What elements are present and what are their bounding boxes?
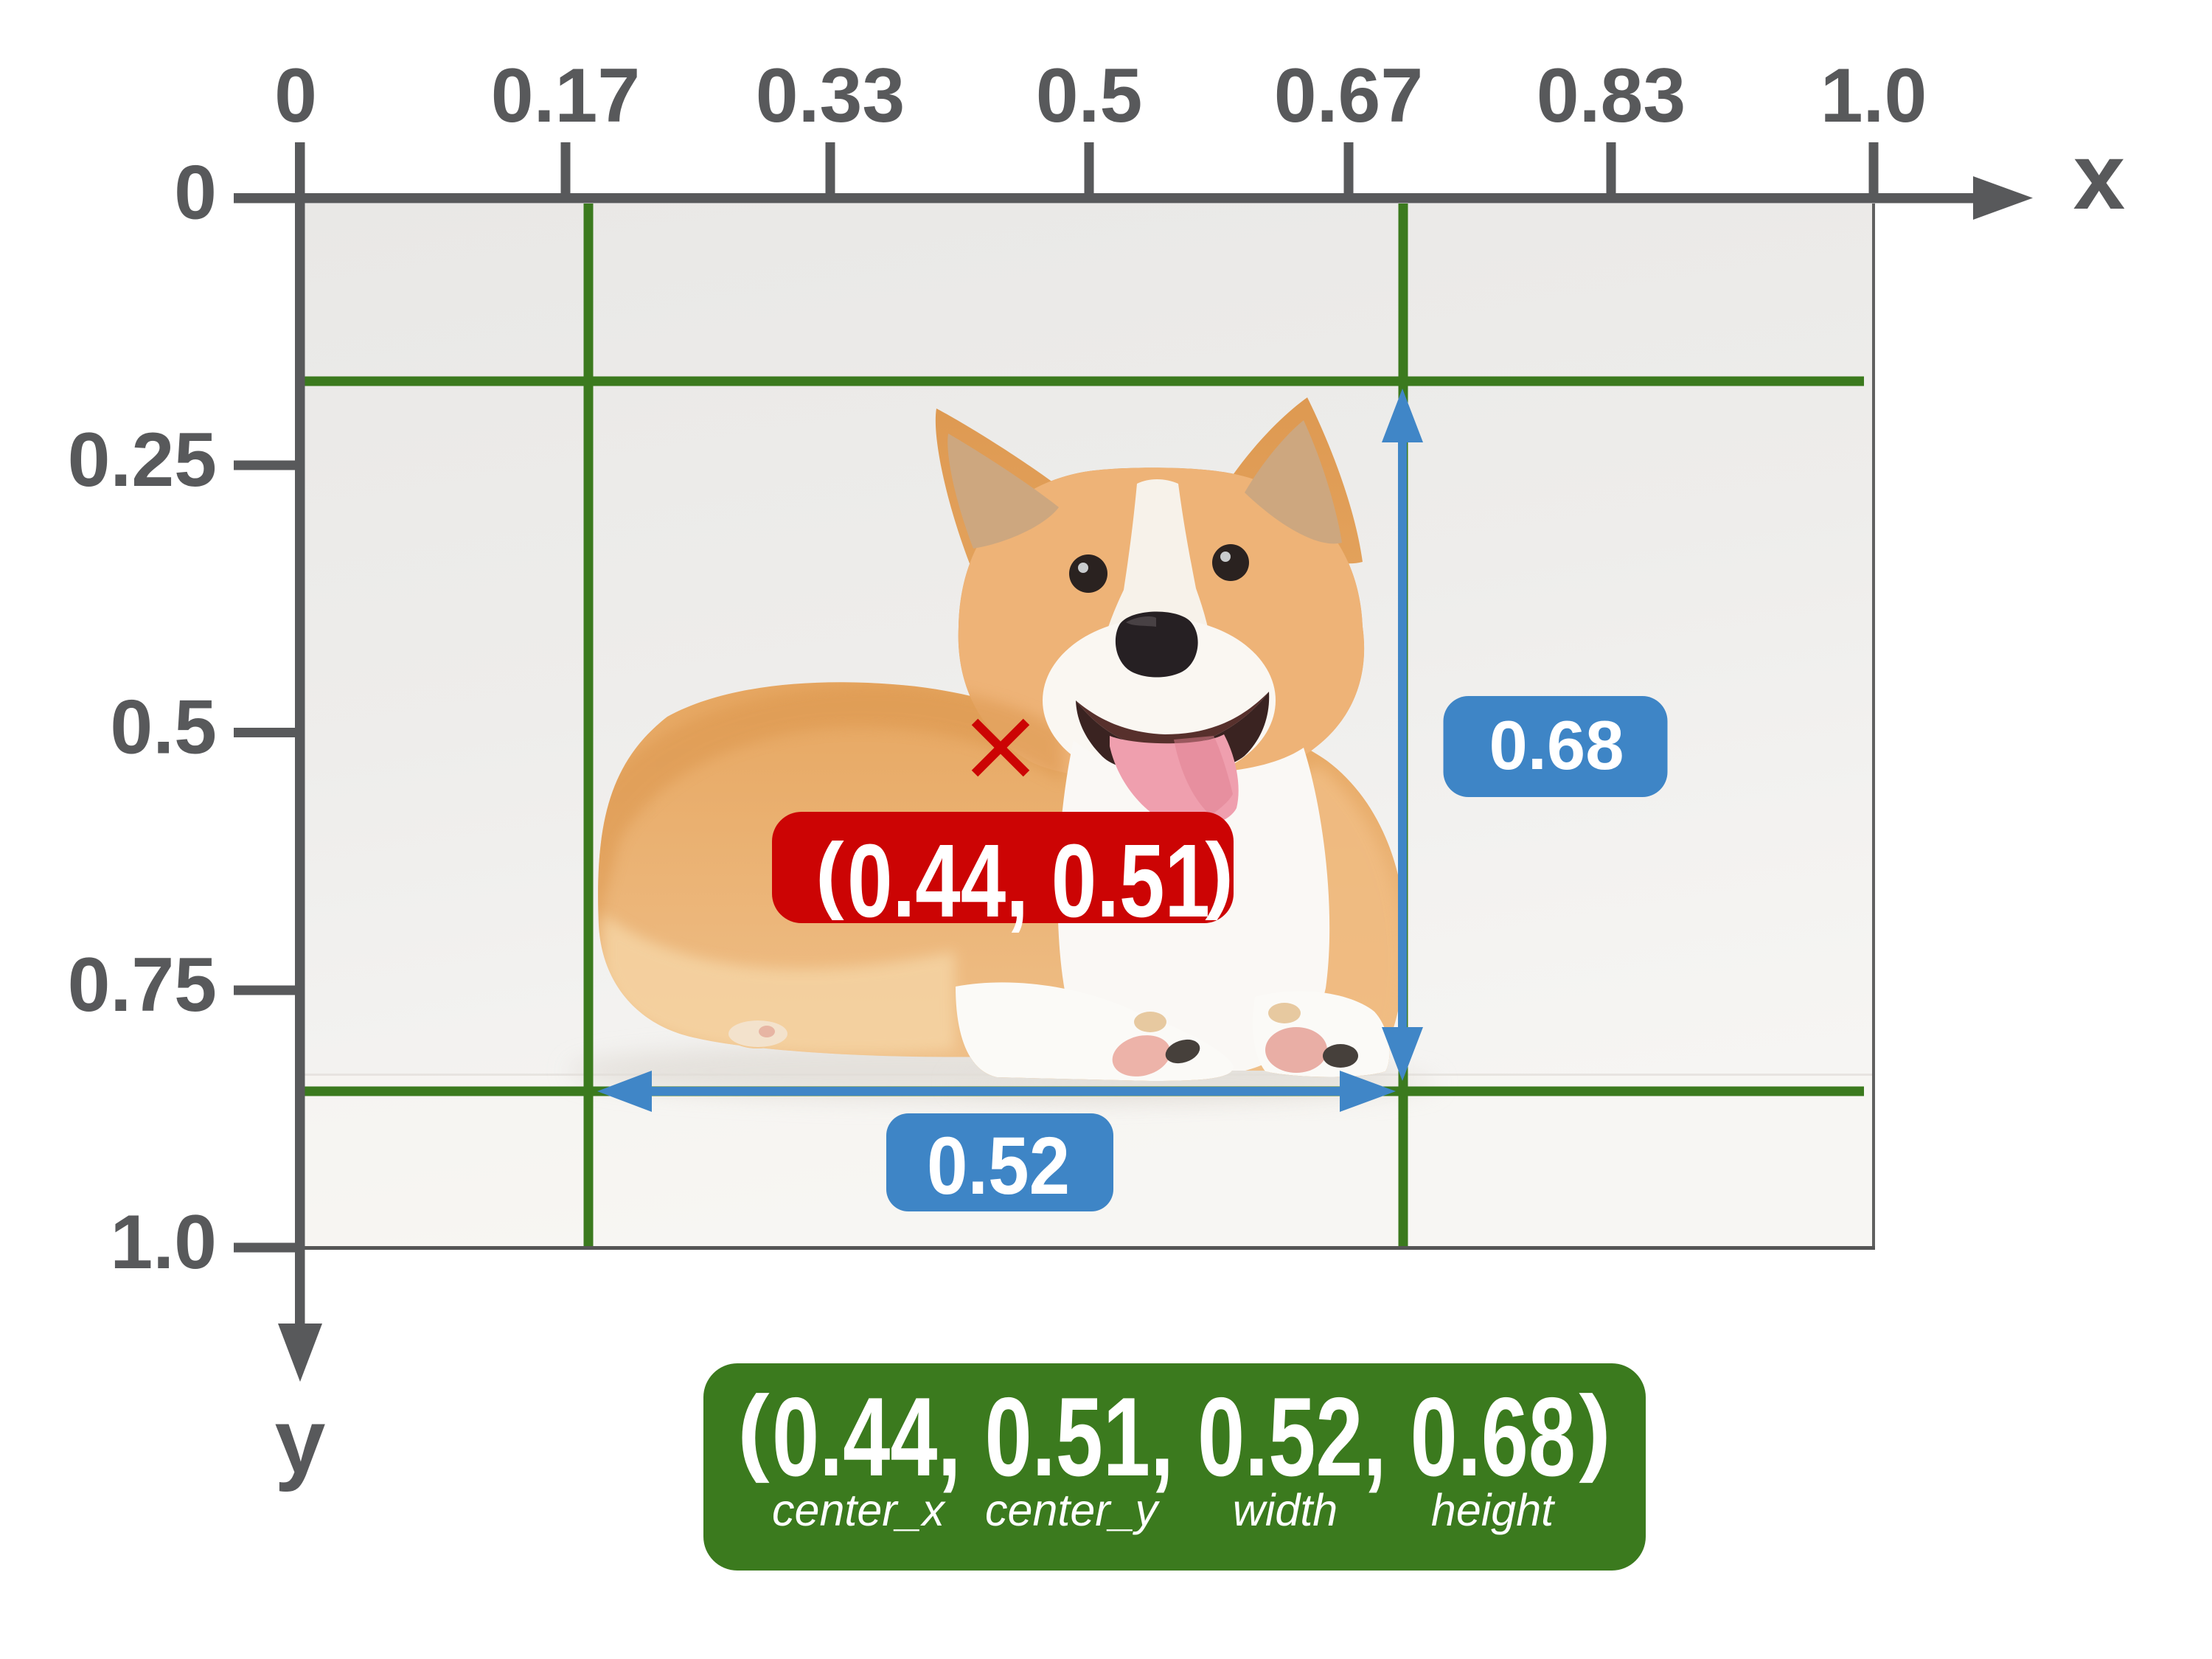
svg-text:(: (: [815, 825, 844, 921]
svg-text:0.33: 0.33: [756, 53, 905, 139]
svg-text:): ): [1205, 825, 1234, 921]
svg-text:y: y: [275, 1391, 326, 1492]
svg-text:0.44, 0.51: 0.44, 0.51: [847, 822, 1210, 939]
svg-text:0.17: 0.17: [491, 53, 640, 139]
svg-text:(: (: [737, 1375, 770, 1484]
svg-text:0.68: 0.68: [1489, 706, 1624, 784]
svg-text:0: 0: [274, 53, 317, 139]
svg-text:1.0: 1.0: [110, 1200, 217, 1285]
svg-text:center_x: center_x: [772, 1485, 946, 1535]
svg-text:0.83: 0.83: [1537, 53, 1686, 139]
svg-text:0.25: 0.25: [68, 417, 217, 503]
svg-text:width: width: [1233, 1485, 1338, 1535]
svg-text:0.52: 0.52: [927, 1121, 1070, 1211]
svg-text:1.0: 1.0: [1820, 53, 1927, 139]
svg-text:0.44, 0.51, 0.52, 0.68: 0.44, 0.51, 0.52, 0.68: [772, 1374, 1576, 1500]
svg-text:0.67: 0.67: [1274, 53, 1423, 139]
svg-text:0: 0: [174, 150, 217, 236]
svg-text:0.5: 0.5: [110, 685, 217, 771]
svg-text:0.75: 0.75: [68, 942, 217, 1028]
svg-text:height: height: [1431, 1485, 1556, 1535]
svg-text:0.5: 0.5: [1036, 53, 1143, 139]
svg-text:center_y: center_y: [985, 1485, 1160, 1535]
svg-text:): ): [1579, 1375, 1611, 1484]
svg-text:x: x: [2073, 124, 2126, 229]
